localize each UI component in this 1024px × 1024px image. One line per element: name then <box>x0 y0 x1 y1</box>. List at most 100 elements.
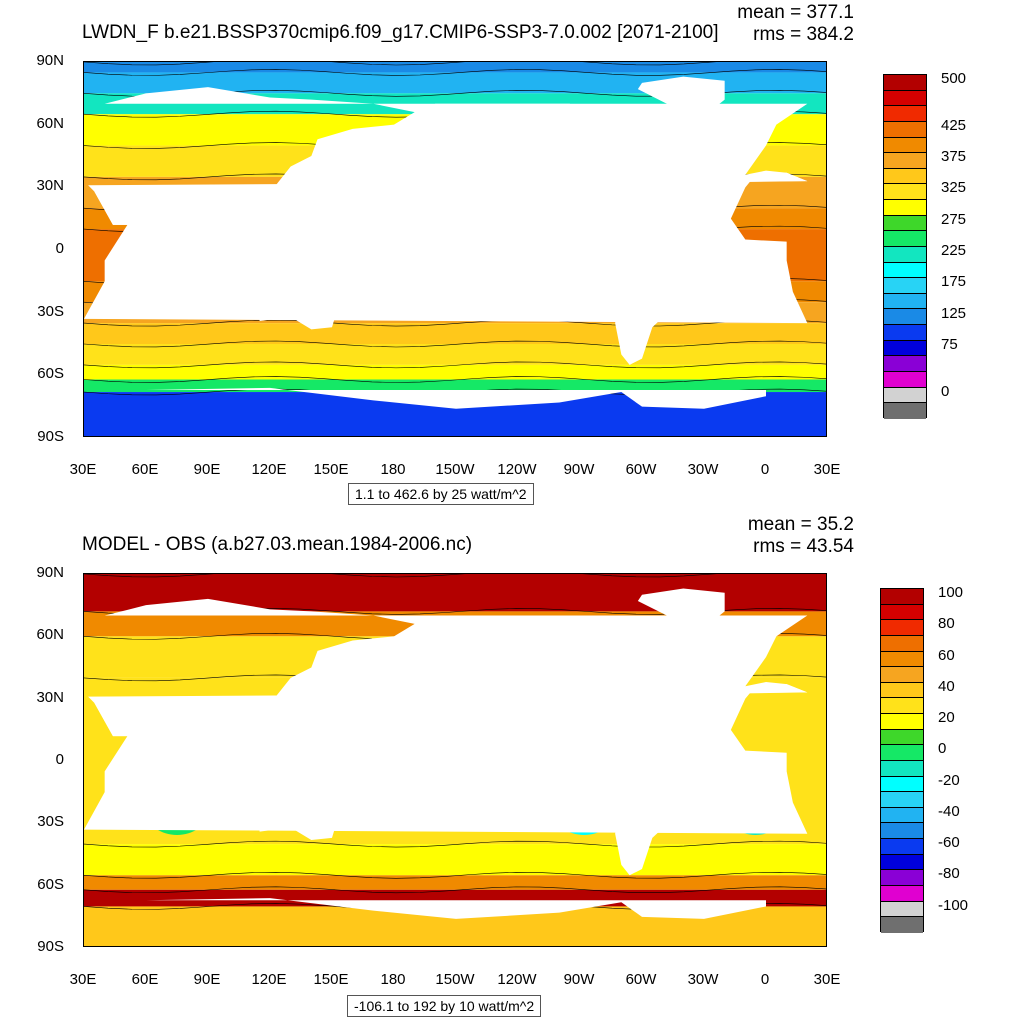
y-tick-label: 0 <box>55 240 64 257</box>
land-mask <box>637 76 725 125</box>
rms-stat: rms = 43.54 <box>753 536 854 557</box>
contour-range-label: 1.1 to 462.6 by 25 watt/m^2 <box>348 483 534 505</box>
x-tick-label: 30W <box>687 461 719 478</box>
land-mask <box>637 588 725 637</box>
x-tick-label: 90W <box>563 971 595 988</box>
colorbar-swatch <box>881 651 923 668</box>
colorbar-swatch <box>884 262 926 279</box>
colorbar-swatch <box>881 917 923 933</box>
y-tick-label: 60S <box>37 875 64 893</box>
land-mask <box>146 387 766 436</box>
x-tick-label: 30E <box>813 461 841 478</box>
colorbar-swatch <box>881 667 923 683</box>
colorbar-swatch <box>884 90 926 107</box>
y-tick-label: 60N <box>36 626 64 644</box>
colorbar-label: -40 <box>938 802 960 820</box>
land-mask <box>288 162 314 182</box>
latitude-band <box>84 62 826 73</box>
y-tick-label: 90N <box>36 52 64 69</box>
latitude-band <box>84 323 826 344</box>
colorbar-swatch <box>881 620 923 636</box>
colorbar-swatch <box>881 682 923 699</box>
colorbar <box>880 588 924 933</box>
y-tick-label: 30N <box>36 177 64 195</box>
land-mask <box>146 898 766 946</box>
colorbar-swatch <box>884 340 926 357</box>
colorbar-label: 20 <box>938 709 955 727</box>
colorbar-label: 40 <box>938 677 955 695</box>
colorbar-swatch <box>884 153 926 169</box>
colorbar-label: 125 <box>941 304 967 322</box>
contour-line <box>84 340 826 348</box>
difference-title: MODEL - OBS (a.b27.03.mean.1984-2006.nc) <box>82 534 473 555</box>
land-mask <box>290 765 332 782</box>
colorbar-swatch <box>881 807 923 824</box>
y-tick-label: 30S <box>37 813 64 831</box>
colorbar-swatch <box>881 776 923 793</box>
x-tick-label: 150E <box>313 971 349 988</box>
page-title: LWDN_F b.e21.BSSP370cmip6.f09_g17.CMIP6-… <box>82 22 719 43</box>
x-tick-label: 150W <box>435 971 475 988</box>
y-tick-label: 90S <box>37 938 64 955</box>
x-tick-label: 120W <box>497 971 537 988</box>
mean-stat: mean = 377.1 <box>737 2 854 23</box>
land-mask <box>110 788 126 813</box>
colorbar-swatch <box>881 604 923 621</box>
land-mask <box>218 239 270 269</box>
colorbar-swatch <box>884 231 926 247</box>
x-tick-label: 150E <box>313 461 349 478</box>
colorbar-swatch <box>881 745 923 761</box>
map-canvas <box>84 62 826 436</box>
mean-stat: mean = 35.2 <box>747 514 854 535</box>
x-tick-label: 30W <box>687 971 719 988</box>
map-plot-area <box>83 61 827 437</box>
colorbar-swatch <box>884 325 926 341</box>
colorbar-label: 0 <box>938 740 947 758</box>
contour-line <box>84 871 826 879</box>
colorbar-label: 500 <box>941 70 967 87</box>
x-tick-label: 90W <box>563 461 595 478</box>
colorbar-swatch <box>881 870 923 886</box>
colorbar-swatch <box>881 698 923 714</box>
colorbar-label: -60 <box>938 834 960 852</box>
colorbar-label: 80 <box>938 615 955 633</box>
colorbar-swatch <box>881 714 923 730</box>
colorbar-label: 325 <box>941 179 967 197</box>
land-mask <box>598 744 694 876</box>
contour-line <box>84 69 826 76</box>
latitude-band <box>84 844 826 876</box>
x-tick-label: 150W <box>435 461 475 478</box>
x-tick-label: 120E <box>251 971 287 988</box>
y-tick-label: 90S <box>37 428 64 445</box>
colorbar <box>883 74 927 419</box>
contour-line <box>84 376 826 383</box>
x-tick-label: 30E <box>69 461 97 478</box>
colorbar-swatch <box>884 106 926 122</box>
land-mask <box>288 673 314 693</box>
land-mask <box>255 785 339 840</box>
colorbar-swatch <box>884 403 926 419</box>
x-tick-label: 60E <box>131 461 159 478</box>
x-tick-label: 180 <box>380 971 406 988</box>
map-plot-area <box>83 573 827 947</box>
colorbar-label: 225 <box>941 242 967 259</box>
colorbar-swatch <box>881 635 923 652</box>
colorbar-swatch <box>881 823 923 839</box>
contour-range-label: -106.1 to 192 by 10 watt/m^2 <box>347 995 542 1017</box>
colorbar-label: 100 <box>938 584 964 601</box>
colorbar-swatch <box>884 121 926 138</box>
contour-line <box>84 840 826 848</box>
colorbar-swatch <box>881 729 923 746</box>
colorbar-label: 75 <box>941 335 958 353</box>
y-tick-label: 0 <box>55 751 64 768</box>
latitude-band <box>84 344 826 365</box>
colorbar-swatch <box>881 885 923 902</box>
colorbar-label: 60 <box>938 646 955 664</box>
colorbar-swatch <box>884 309 926 325</box>
x-tick-label: 90E <box>193 461 221 478</box>
colorbar-label: 425 <box>941 116 967 134</box>
colorbar-swatch <box>881 760 923 777</box>
colorbar-swatch <box>884 200 926 216</box>
colorbar-swatch <box>884 75 926 91</box>
contour-line <box>84 886 826 894</box>
